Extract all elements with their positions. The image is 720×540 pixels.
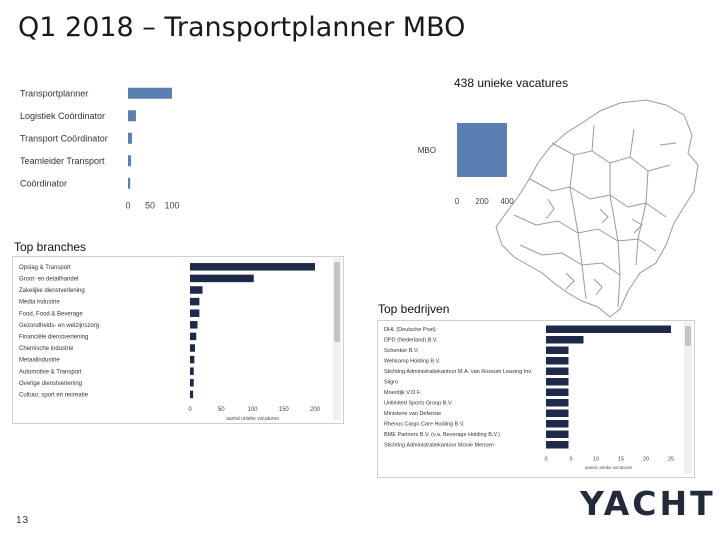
category-label: DPD (Nederland) B.V. (384, 338, 438, 344)
category-label: DHL (Deutsche Post) (384, 327, 436, 333)
category-label: Chemische industrie (19, 346, 74, 352)
companies-scrollbar[interactable] (684, 322, 692, 474)
category-label: Gezondheids- en welzijnszorg (19, 323, 99, 329)
vacancy-count-title: 438 unieke vacatures (454, 76, 569, 90)
category-label: Teamleider Transport (20, 156, 105, 166)
branches-bar-chart: Opslag & Transport Groot- en detailhandel… (19, 263, 321, 421)
bar (128, 110, 136, 122)
bar (128, 177, 131, 189)
bar (546, 346, 569, 354)
category-label: Financiële dienstverlening (19, 335, 88, 341)
branches-panel (12, 256, 344, 424)
category-label: Stichting Administratiekantoor M.A. van … (384, 369, 533, 375)
category-label: Rhenus Cargo Care Holding B.V. (384, 422, 465, 428)
netherlands-map (495, 99, 699, 318)
yacht-logo: YACHT (580, 484, 716, 523)
x-tick-label: 20 (643, 457, 649, 463)
bar (546, 388, 569, 396)
companies-scrollbar-thumb[interactable] (685, 326, 691, 346)
bar (190, 332, 197, 341)
function-bar-chart: Transportplanner Logistiek Coördinator Tra… (20, 87, 180, 211)
bar (546, 430, 569, 438)
category-label: Zakelijke dienstverlening (19, 288, 85, 294)
category-label: Sligro (384, 380, 398, 386)
bar (190, 355, 195, 364)
category-label: Schenker B.V. (384, 348, 419, 354)
bar (190, 274, 254, 283)
bar (190, 379, 194, 387)
x-tick-label: 0 (188, 407, 192, 413)
bar (190, 297, 200, 306)
category-label: Food, Food & Beverage (19, 311, 83, 317)
x-axis-label: aantal unieke vacatures (226, 416, 279, 421)
bar (546, 441, 569, 449)
x-tick-label: 400 (500, 197, 514, 206)
category-label: Logistiek Coördinator (20, 111, 105, 121)
bar (190, 390, 194, 399)
x-tick-label: 200 (310, 407, 321, 413)
slide-title: Q1 2018 – Transportplanner MBO (18, 12, 466, 43)
bar (190, 344, 195, 352)
category-label: Wehkamp Holding B.V. (384, 359, 441, 365)
bar (546, 420, 569, 428)
x-tick-label: 150 (279, 407, 290, 413)
bar (190, 321, 198, 329)
category-label: MBO (418, 146, 436, 155)
bar (190, 263, 315, 271)
x-tick-label: 15 (618, 457, 624, 463)
x-tick-label: 25 (668, 457, 674, 463)
x-tick-label: 50 (145, 201, 155, 211)
category-label: Stichting Administratiekantoor Mooie Men… (384, 443, 494, 449)
category-label: Transportplanner (20, 88, 88, 98)
x-tick-label: 50 (218, 407, 225, 413)
category-label: Cultuur, sport en recreatie (19, 393, 89, 399)
category-label: BME Partners B.V. (v.a. Beverage Holding… (384, 432, 500, 438)
category-label: Overige dienstverlening (19, 381, 82, 387)
bar (546, 325, 671, 333)
bar (546, 378, 569, 386)
companies-bar-chart: DHL (Deutsche Post) DPD (Nederland) B.V. S… (384, 325, 674, 470)
x-tick-label: 0 (544, 457, 547, 463)
bar (546, 409, 569, 417)
category-label: Coördinator (20, 178, 67, 188)
category-label: Unlimited Sports Group B.V. (384, 401, 453, 407)
bar (190, 309, 200, 317)
category-label: Automotive & Transport (19, 369, 82, 375)
bar (128, 155, 132, 167)
bar (190, 367, 194, 375)
bar (457, 123, 507, 177)
x-tick-label: 0 (125, 201, 130, 211)
category-label: Metaalindustrie (19, 358, 60, 364)
category-label: Ministerie van Defensie (384, 411, 441, 417)
page-number: 13 (16, 515, 30, 526)
x-tick-label: 5 (569, 457, 572, 463)
x-tick-label: 0 (455, 197, 460, 206)
bar (190, 286, 203, 294)
category-label: Media industrie (19, 300, 60, 306)
x-tick-label: 10 (593, 457, 599, 463)
x-tick-label: 100 (164, 201, 179, 211)
x-tick-label: 100 (247, 407, 258, 413)
category-label: Opslag & Transport (19, 265, 71, 271)
branches-scrollbar-thumb[interactable] (334, 262, 340, 342)
bar (128, 132, 132, 144)
bar (546, 357, 569, 365)
branches-title: Top branches (14, 240, 87, 254)
x-axis-label: aantal unieke vacatures (585, 465, 633, 470)
companies-panel (377, 320, 695, 478)
bar (546, 367, 569, 375)
bar (546, 399, 569, 407)
companies-title: Top bedrijven (378, 302, 450, 316)
bar (128, 87, 172, 99)
education-bar-chart: MBO 0 200 400 (418, 123, 514, 206)
category-label: Moerdijk V.O.F. (384, 390, 422, 396)
map-outline (495, 99, 699, 318)
x-tick-label: 200 (475, 197, 489, 206)
bar (546, 336, 584, 344)
category-label: Transport Coördinator (20, 133, 108, 143)
category-label: Groot- en detailhandel (19, 277, 78, 283)
